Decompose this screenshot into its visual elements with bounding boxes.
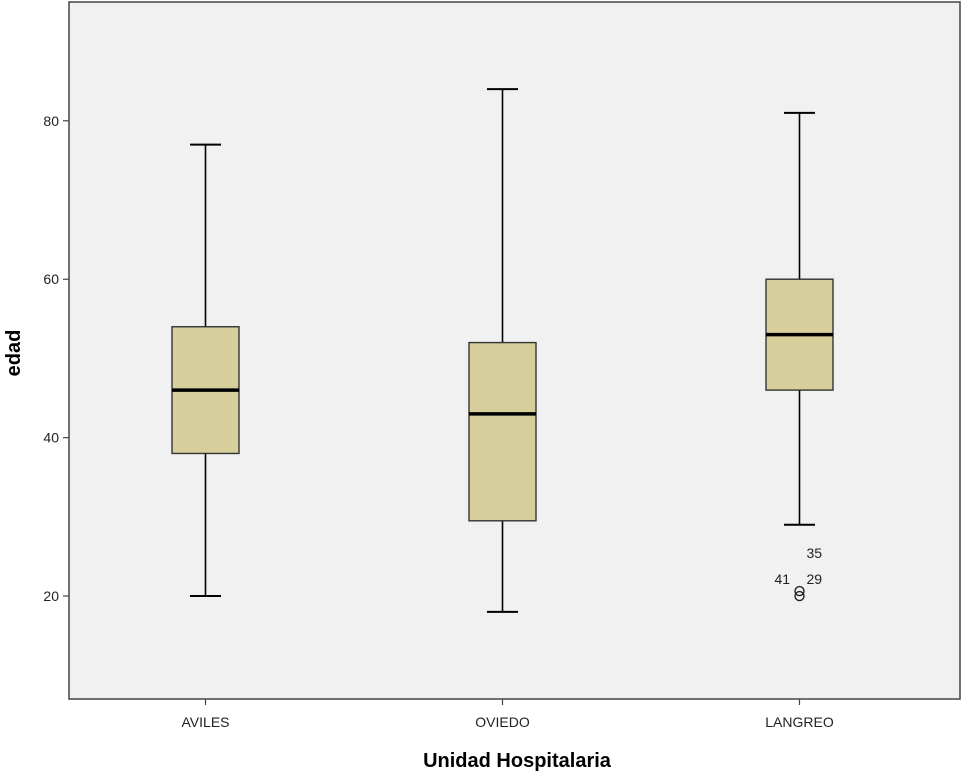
y-axis: 20 40 60 80 — [43, 113, 69, 604]
outlier-label-41: 41 — [775, 571, 791, 587]
outlier-point — [794, 585, 805, 597]
outlier-point — [794, 590, 805, 602]
box-langreo: 41 29 35 — [765, 111, 834, 602]
y-tick-label-60: 60 — [43, 271, 59, 287]
iqr-box — [468, 341, 537, 522]
outlier-label-35: 35 — [807, 545, 823, 561]
y-tick-label-80: 80 — [43, 113, 59, 129]
outlier-label-29: 29 — [807, 571, 823, 587]
box-aviles — [171, 143, 240, 598]
y-tick-label-40: 40 — [43, 430, 59, 446]
box-oviedo — [468, 88, 537, 613]
x-tick-label-aviles: AVILES — [182, 714, 230, 730]
x-axis-title: Unidad Hospitalaria — [423, 750, 612, 772]
y-axis-title: edad — [3, 330, 25, 377]
y-tick-label-20: 20 — [43, 588, 59, 604]
x-tick-label-oviedo: OVIEDO — [475, 714, 530, 730]
x-axis: AVILES OVIEDO LANGREO — [182, 699, 834, 730]
x-tick-label-langreo: LANGREO — [765, 714, 834, 730]
boxes-layer: 41 29 35 — [171, 88, 834, 613]
